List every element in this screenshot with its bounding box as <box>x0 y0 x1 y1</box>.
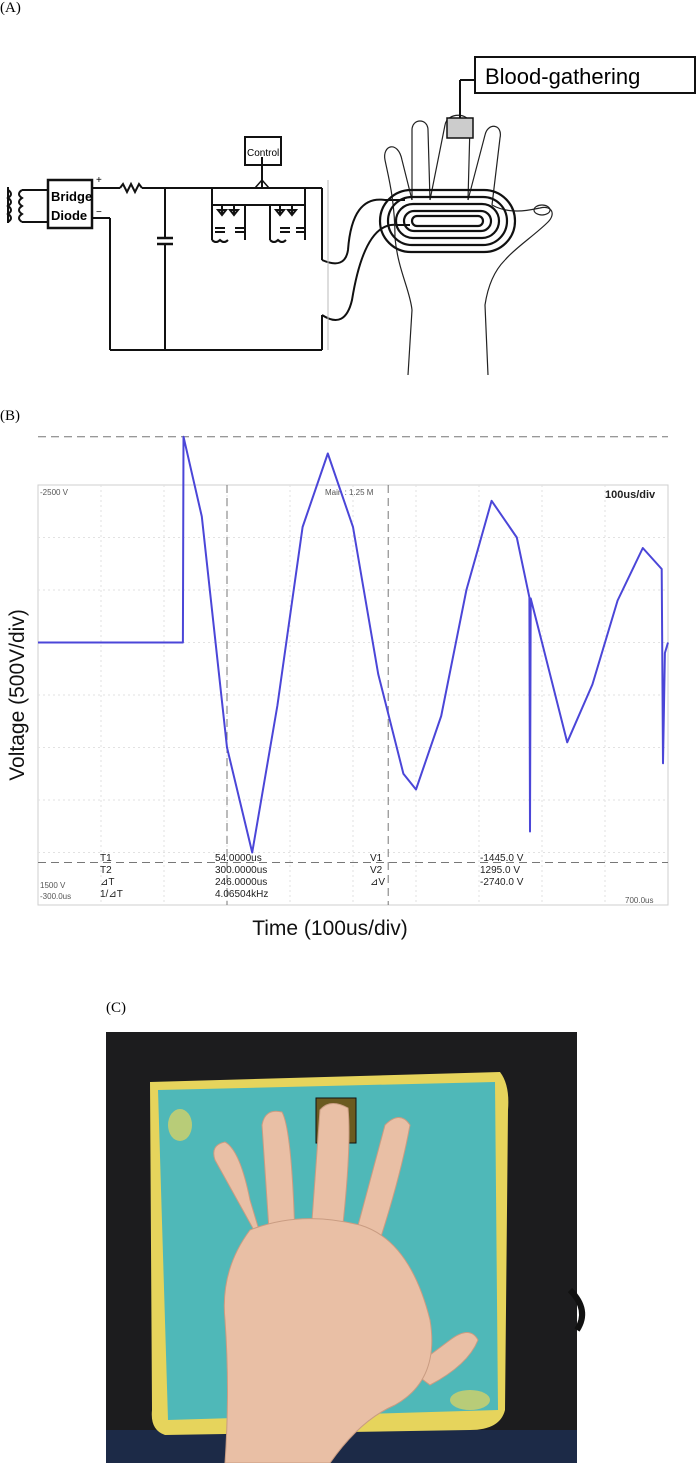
readout-cell: 1295.0 V <box>480 865 520 876</box>
scope-top-right: 100us/div <box>605 489 656 501</box>
readout-cell: ⊿T <box>100 877 115 888</box>
bridge-label-1: Bridge <box>51 189 92 204</box>
transformer-coil-right <box>18 189 24 223</box>
panel-b-label: (B) <box>0 408 20 424</box>
readout-cell: 246.0000us <box>215 877 267 888</box>
readout-cell: V1 <box>370 853 383 864</box>
scope-xlabel: Time (100us/div) <box>252 917 408 940</box>
scope-bottom-left-time: -300.0us <box>40 892 71 901</box>
readout-cell: T2 <box>100 865 112 876</box>
readout-cell: 54.0000us <box>215 853 262 864</box>
circuit-diagram: Bridge Diode + − Control Blood-ga <box>6 56 696 376</box>
voltage-trace <box>38 435 669 854</box>
oscilloscope-chart: -2500 V Main : 1.25 M 100us/div T1 54.000… <box>6 435 669 940</box>
coil-wire-bottom <box>321 223 410 321</box>
readout-cell: 4.06504kHz <box>215 889 268 900</box>
hand-photo-panel <box>0 990 700 1464</box>
scope-bottom-right-time: 700.0us <box>625 896 653 905</box>
transformer-coil-left <box>6 189 12 223</box>
scope-top-center: Main : 1.25 M <box>325 488 374 497</box>
readout-cell: V2 <box>370 865 383 876</box>
hand-outline <box>384 114 553 376</box>
circuit-diagram-panel: Bridge Diode + − Control Blood-ga <box>0 0 700 400</box>
control-box <box>244 136 282 166</box>
hand-photo <box>106 1032 586 1464</box>
readout-table: T1 54.0000us V1 -1445.0 V T2 300.0000us V2 1295… <box>100 853 524 900</box>
blood-gathering-device <box>446 117 474 139</box>
oscilloscope-panel: -2500 V Main : 1.25 M 100us/div T1 54.000… <box>0 430 700 950</box>
resistor <box>119 181 143 195</box>
scope-ylabel: Voltage (500V/div) <box>6 609 29 781</box>
readout-cell: T1 <box>100 853 112 864</box>
hand-shape <box>213 1103 479 1464</box>
plus-sign: + <box>96 175 102 186</box>
hand-coil <box>378 188 517 254</box>
readout-cell: 300.0000us <box>215 865 267 876</box>
readout-cell: -1445.0 V <box>480 853 524 864</box>
readout-cell: ⊿V <box>370 877 385 888</box>
minus-sign: − <box>96 207 102 218</box>
panel-a-label: (A) <box>0 0 21 16</box>
bridge-diode-box <box>46 178 94 230</box>
scope-top-left: -2500 V <box>40 488 69 497</box>
callout-box <box>474 56 696 94</box>
scope-bottom-left-voltage: 1500 V <box>40 881 66 890</box>
readout-cell: 1/⊿T <box>100 889 123 900</box>
panel-c-label: (C) <box>106 1000 126 1016</box>
callout-label: Blood-gathering <box>485 64 640 89</box>
coil-wire-top <box>321 198 405 265</box>
control-label: Control <box>247 148 279 159</box>
readout-cell: -2740.0 V <box>480 877 524 888</box>
bridge-label-2: Diode <box>51 208 87 223</box>
